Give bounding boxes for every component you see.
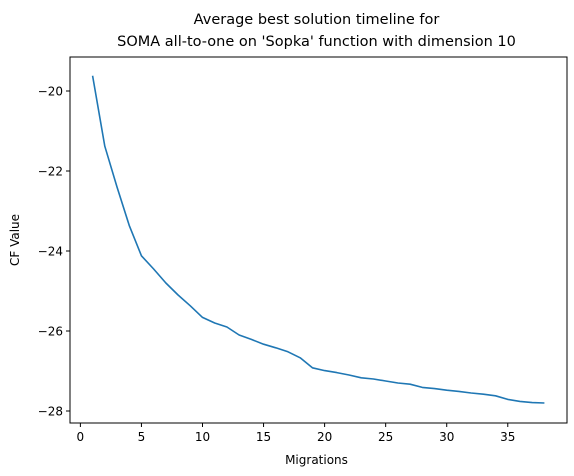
axes-frame (69, 56, 568, 424)
chart-title-line-1: Average best solution timeline for (194, 12, 440, 28)
x-tick-label: 20 (317, 430, 332, 444)
plot-area (69, 56, 568, 424)
y-axis-label: CF Value (8, 214, 22, 266)
x-tick-label: 5 (138, 430, 146, 444)
x-axis-label: Migrations (285, 453, 348, 467)
y-axis-ticks: −28 −26 −24 −22 −20 (38, 85, 70, 419)
x-axis-ticks: 0 5 10 15 20 25 30 35 (77, 423, 515, 444)
x-tick-label: 10 (195, 430, 210, 444)
x-tick-label: 35 (500, 430, 515, 444)
y-tick-label: −24 (38, 245, 63, 259)
x-tick-label: 30 (439, 430, 454, 444)
y-tick-label: −28 (38, 405, 63, 419)
series-layer (91, 75, 545, 404)
y-tick-label: −20 (38, 85, 63, 99)
x-tick-label: 15 (256, 430, 271, 444)
series-line-0 (91, 75, 545, 404)
x-tick-label: 25 (378, 430, 393, 444)
chart-title-line-2: SOMA all-to-one on 'Sopka' function with… (117, 34, 516, 50)
x-tick-label: 0 (77, 430, 85, 444)
y-tick-label: −22 (38, 165, 63, 179)
y-tick-label: −26 (38, 325, 63, 339)
